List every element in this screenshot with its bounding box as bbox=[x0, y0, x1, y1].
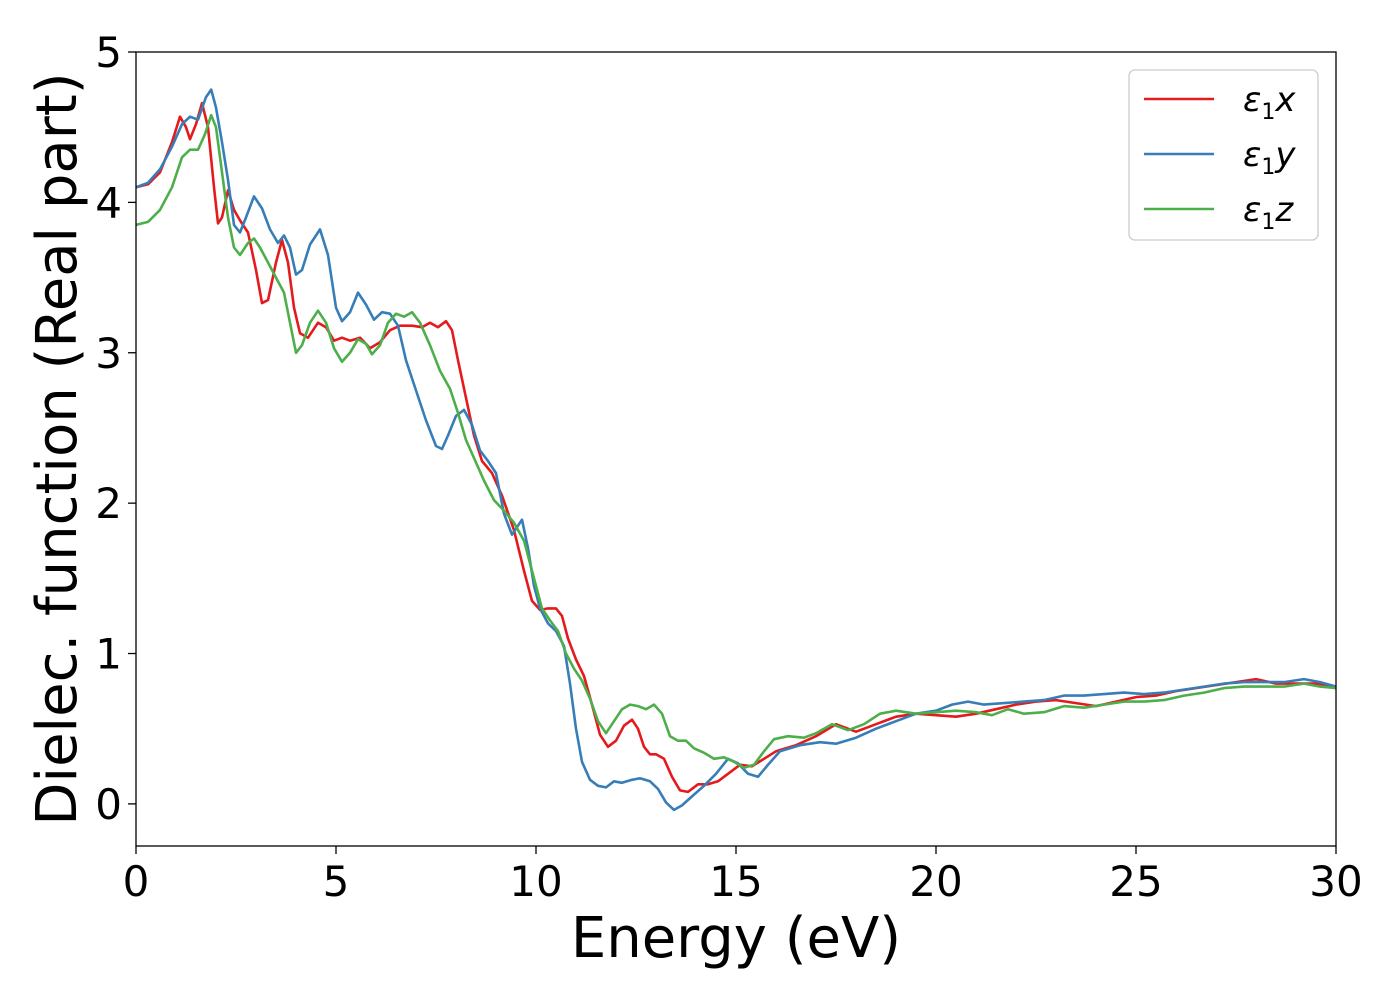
x-tick-label: 0 bbox=[123, 857, 150, 906]
y-tick-label: 1 bbox=[95, 630, 122, 679]
y-tick-label: 5 bbox=[95, 28, 122, 77]
x-tick-label: 15 bbox=[709, 857, 762, 906]
legend-label: ε1y bbox=[1243, 135, 1296, 180]
y-tick-label: 3 bbox=[95, 329, 122, 378]
legend-box bbox=[1128, 69, 1319, 241]
legend-label: ε1x bbox=[1243, 80, 1296, 125]
x-tick-label: 25 bbox=[1109, 857, 1162, 906]
x-tick-label: 10 bbox=[509, 857, 562, 906]
y-tick-label: 0 bbox=[95, 780, 122, 829]
y-axis-label: Dielec. function (Real part) bbox=[25, 72, 90, 825]
series-layer bbox=[136, 88, 1336, 812]
y-tick-label: 2 bbox=[95, 479, 122, 528]
x-axis-ticks: 0 5 10 15 20 25 30 bbox=[123, 846, 1363, 906]
x-tick-label: 30 bbox=[1309, 857, 1362, 906]
legend: ε1x ε1y ε1z bbox=[1128, 69, 1319, 241]
x-axis-label: Energy (eV) bbox=[571, 906, 901, 971]
series-line-y bbox=[136, 88, 1336, 812]
legend-label: ε1z bbox=[1243, 190, 1294, 235]
y-tick-label: 4 bbox=[95, 178, 122, 227]
series-line-z bbox=[136, 113, 1336, 770]
y-axis-ticks: 0 1 2 3 4 5 bbox=[95, 28, 136, 829]
x-tick-label: 20 bbox=[909, 857, 962, 906]
x-tick-label: 5 bbox=[323, 857, 350, 906]
